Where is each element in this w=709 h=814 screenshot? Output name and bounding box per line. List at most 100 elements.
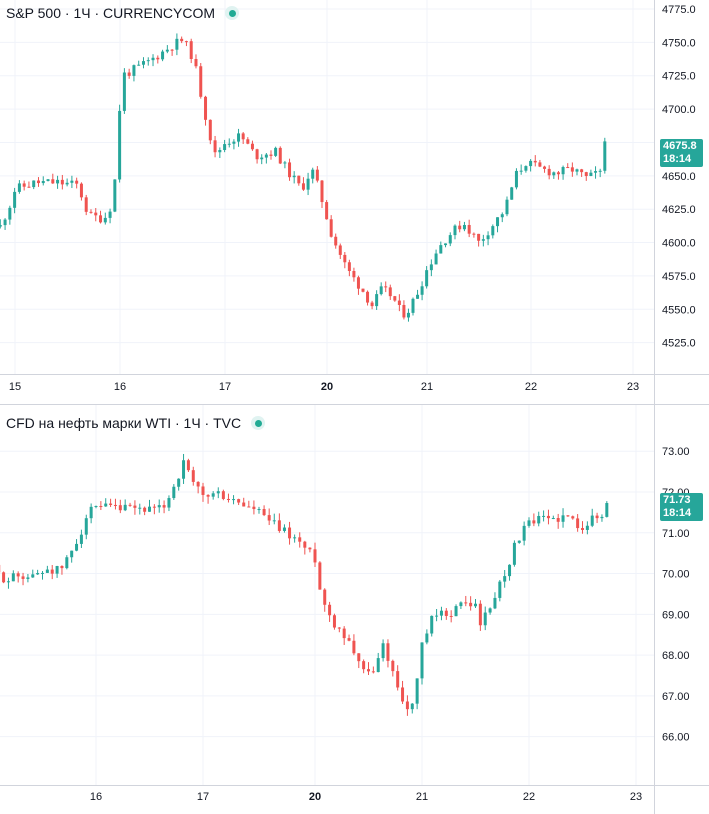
candle-body bbox=[580, 169, 583, 172]
candle bbox=[318, 561, 321, 590]
candle-body bbox=[2, 572, 5, 582]
wti-chart-panel[interactable]: 73.0072.0071.0070.0069.0068.0067.0066.00… bbox=[0, 404, 709, 813]
candle bbox=[109, 499, 112, 507]
candle-body bbox=[13, 192, 16, 208]
y-tick-label: 4775.0 bbox=[662, 4, 696, 16]
candle-body bbox=[523, 526, 526, 541]
candle bbox=[232, 495, 235, 504]
candle bbox=[217, 487, 220, 498]
candle-body bbox=[298, 537, 301, 541]
candle bbox=[303, 541, 306, 555]
candle-body bbox=[440, 611, 443, 616]
candle bbox=[515, 168, 518, 189]
candle-body bbox=[190, 41, 193, 59]
candle-body bbox=[70, 551, 73, 558]
candle bbox=[477, 234, 480, 247]
wti-chart-canvas[interactable]: 73.0072.0071.0070.0069.0068.0067.0066.00… bbox=[0, 405, 709, 814]
sp500-legend[interactable]: S&P 500 · 1Ч · CURRENCYCOM bbox=[6, 5, 239, 21]
candle-body bbox=[537, 516, 540, 523]
candle-body bbox=[185, 41, 188, 42]
candle bbox=[260, 154, 263, 164]
candle bbox=[7, 578, 10, 589]
candle bbox=[596, 513, 599, 523]
candle bbox=[36, 570, 39, 575]
candle-body bbox=[175, 39, 178, 50]
candle bbox=[95, 506, 98, 509]
candle bbox=[543, 166, 546, 173]
candle bbox=[440, 607, 443, 620]
candle bbox=[166, 45, 169, 53]
candle bbox=[268, 508, 271, 525]
candle bbox=[70, 176, 73, 188]
candle-body bbox=[316, 170, 319, 181]
y-tick-label: 4725.0 bbox=[662, 71, 696, 83]
candle-body bbox=[501, 214, 504, 217]
candle bbox=[161, 50, 164, 61]
candle bbox=[75, 539, 78, 551]
candle bbox=[501, 212, 504, 222]
candle-body bbox=[449, 235, 452, 243]
candle-body bbox=[288, 162, 291, 177]
candle-body bbox=[260, 158, 263, 160]
candle-body bbox=[380, 286, 383, 294]
candle bbox=[575, 169, 578, 176]
candle bbox=[591, 509, 594, 527]
candle-body bbox=[416, 295, 419, 299]
sp500-countdown: 18:14 bbox=[663, 153, 700, 166]
candle-body bbox=[307, 179, 310, 190]
candle-body bbox=[227, 499, 230, 500]
candle-body bbox=[357, 653, 360, 661]
candle-body bbox=[352, 271, 355, 277]
candle-body bbox=[47, 179, 50, 181]
candle-body bbox=[237, 133, 240, 141]
candle-body bbox=[562, 515, 565, 521]
candle bbox=[223, 140, 226, 152]
candle-body bbox=[132, 65, 135, 76]
candle bbox=[562, 508, 565, 528]
candle bbox=[85, 515, 88, 540]
candle-body bbox=[22, 576, 25, 579]
sp500-chart-panel[interactable]: 4775.04750.04725.04700.04675.04650.04625… bbox=[0, 0, 709, 404]
candle-body bbox=[508, 565, 511, 576]
candle bbox=[302, 177, 305, 191]
candle-body bbox=[402, 305, 405, 317]
candle bbox=[498, 580, 501, 601]
y-tick-label: 69.00 bbox=[662, 609, 690, 621]
candle-body bbox=[279, 148, 282, 164]
candle-body bbox=[325, 202, 328, 219]
candle bbox=[352, 634, 355, 655]
candle bbox=[237, 129, 240, 147]
candle-body bbox=[12, 573, 15, 581]
candle-body bbox=[603, 141, 606, 170]
candle-body bbox=[94, 213, 97, 216]
candle-body bbox=[172, 487, 175, 498]
candle bbox=[156, 55, 159, 63]
candle-body bbox=[192, 470, 195, 482]
sp500-chart-canvas[interactable]: 4775.04750.04725.04700.04675.04650.04625… bbox=[0, 0, 709, 404]
candle bbox=[468, 220, 471, 237]
candle-body bbox=[459, 602, 462, 606]
candle bbox=[237, 499, 240, 505]
wti-legend[interactable]: CFD на нефть марки WTI · 1Ч · TVC bbox=[6, 415, 265, 431]
candle-body bbox=[258, 509, 261, 510]
candle-body bbox=[362, 289, 365, 292]
candle-body bbox=[293, 176, 296, 177]
candle-body bbox=[362, 661, 365, 669]
candle-body bbox=[265, 155, 268, 158]
candle bbox=[382, 639, 385, 661]
candle bbox=[537, 512, 540, 527]
candle-body bbox=[367, 669, 370, 671]
candle-body bbox=[328, 605, 331, 615]
candle-body bbox=[510, 187, 513, 199]
candle-body bbox=[288, 528, 291, 539]
market-status-icon[interactable] bbox=[225, 6, 239, 20]
candle bbox=[269, 150, 272, 159]
candle-body bbox=[455, 606, 458, 616]
candle bbox=[453, 224, 456, 239]
candle-body bbox=[393, 296, 396, 300]
candle bbox=[175, 33, 178, 55]
candle-body bbox=[524, 166, 527, 171]
market-status-icon[interactable] bbox=[251, 416, 265, 430]
candle-body bbox=[23, 183, 26, 186]
candle-body bbox=[571, 516, 574, 518]
